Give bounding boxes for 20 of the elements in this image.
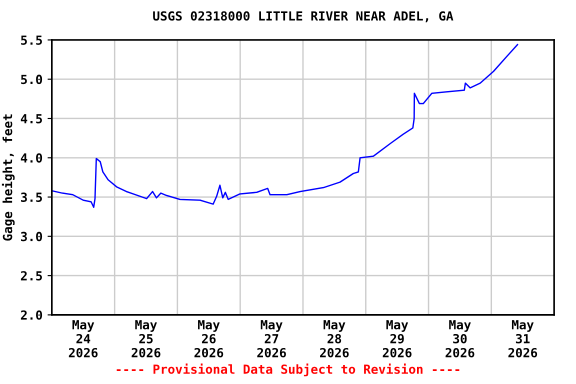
y-axis-title: Gage height, feet xyxy=(2,114,15,241)
x-tick-label: May 26 2026 xyxy=(194,320,224,358)
y-tick-label: 3.5 xyxy=(21,192,42,202)
x-tick-label: May 24 2026 xyxy=(68,320,98,358)
x-tick-label: May 25 2026 xyxy=(132,320,160,358)
line-series xyxy=(52,44,518,208)
y-tick-label: 5.0 xyxy=(21,74,42,84)
text: ---- Provisional Data Subject to Revision ---- xyxy=(116,364,460,376)
x-tick-label: May 30 2026 xyxy=(446,320,474,358)
y-tick-label: 4.0 xyxy=(20,153,42,163)
x-tick-label: May 29 2026 xyxy=(382,320,412,358)
x-tick-label: May 31 2026 xyxy=(508,320,538,358)
x-tick-label: May 27 2026 xyxy=(257,320,286,358)
y-tick-label: 3.0 xyxy=(21,232,42,242)
y-tick-label: 4.5 xyxy=(20,114,42,124)
y-tick-label: 5.5 xyxy=(21,36,42,45)
y-tick-label: 2.0 xyxy=(20,310,42,320)
x-tick-label: May 28 2026 xyxy=(320,320,349,358)
y-tick-label: 2.5 xyxy=(20,271,42,281)
chart-title: USGS 02318000 LITTLE RIVER NEAR ADEL, GA xyxy=(153,11,454,22)
